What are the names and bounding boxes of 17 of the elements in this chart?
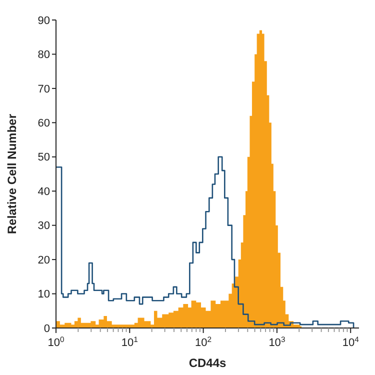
y-tick-label: 50 [38, 152, 50, 164]
x-tick-label: 10$^{4}$ [342, 334, 360, 349]
y-tick-label: 10 [38, 288, 50, 301]
y-tick-label: 80 [38, 49, 50, 62]
y-tick-label: 30 [38, 220, 50, 232]
x-tick-label: 10$^{1}$ [121, 334, 138, 349]
y-tick-label: 20 [38, 254, 50, 266]
y-tick-label: 70 [38, 83, 50, 96]
x-axis-title: CD44s [188, 356, 226, 370]
y-tick-label: 60 [38, 118, 50, 130]
x-tick-label: 10$^{3}$ [268, 334, 286, 349]
y-tick-label: 90 [38, 14, 50, 27]
x-tick-label: 10$^{0}$ [48, 334, 64, 349]
y-tick-label: 40 [38, 186, 50, 198]
y-axis-title: Relative Cell Number [5, 114, 19, 234]
y-tick-label: 0 [44, 322, 50, 335]
x-tick-label: 10$^{2}$ [195, 334, 212, 349]
